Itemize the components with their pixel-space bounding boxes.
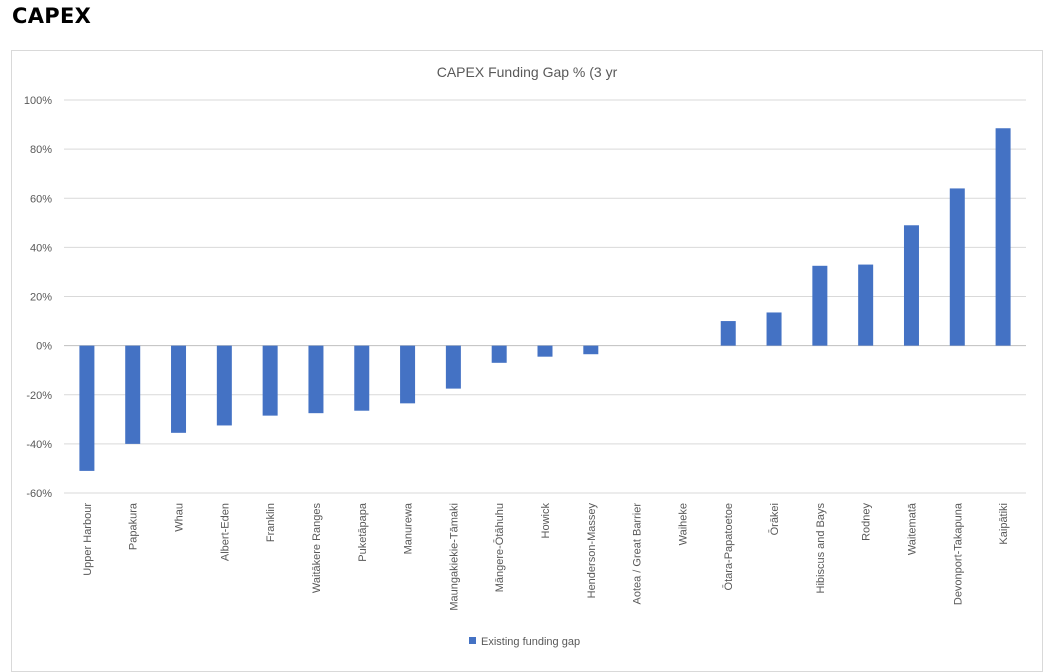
x-tick-label: Kaipātiki: [998, 503, 1010, 545]
x-tick-label: Waiheke: [677, 503, 689, 545]
bar: [216, 345, 232, 426]
x-tick-label: Māngere-Ōtāhuhu: [494, 503, 506, 592]
x-tick-label: Manurewa: [403, 502, 415, 554]
x-tick-label: Maungakiekie-Tāmaki: [448, 503, 460, 611]
y-tick-label: 40%: [30, 242, 52, 254]
x-tick-label: Ōrākei: [769, 503, 781, 535]
bar: [79, 345, 95, 471]
x-tick-label: Albert-Eden: [219, 503, 231, 561]
legend-label: Existing funding gap: [481, 636, 580, 648]
bar: [491, 345, 507, 363]
bar: [720, 321, 736, 346]
y-tick-label: -40%: [26, 439, 52, 451]
gridlines: [64, 99, 1026, 494]
bar: [812, 265, 828, 346]
x-tick-label: Franklin: [265, 503, 277, 542]
x-tick-label: Upper Harbour: [82, 503, 94, 576]
y-tick-label: -60%: [26, 488, 52, 500]
bar: [858, 264, 874, 346]
x-tick-label: Waitematā: [906, 502, 918, 555]
x-tick-label: Papakura: [128, 502, 140, 550]
x-tick-label: Waitākere Ranges: [311, 503, 323, 594]
x-tick-label: Howick: [540, 503, 552, 539]
bar: [171, 345, 187, 433]
page-title: CAPEX: [12, 4, 92, 28]
x-tick-label: Aotea / Great Barrier: [632, 503, 644, 605]
legend-swatch: [469, 637, 476, 644]
x-tick-label: Henderson-Massey: [586, 503, 598, 599]
y-tick-label: 0%: [36, 341, 52, 353]
x-tick-label: Hibiscus and Bays: [815, 503, 827, 594]
y-tick-label: 80%: [30, 144, 52, 156]
legend: Existing funding gap: [469, 636, 580, 648]
y-axis: 100% 80% 60% 40% 20% 0% -20% -40% -60%: [24, 95, 52, 500]
y-tick-label: 20%: [30, 292, 52, 304]
y-tick-label: 60%: [30, 193, 52, 205]
bar: [949, 188, 965, 346]
bar: [903, 225, 919, 346]
x-axis: Upper Harbour Papakura Whau Albert-Eden Fran…: [82, 502, 1010, 610]
x-tick-label: Puketāpapa: [357, 502, 369, 562]
bar: [400, 345, 416, 404]
bar: [262, 345, 278, 416]
bar: [995, 128, 1011, 346]
bar: [537, 345, 553, 357]
bar-chart: CAPEX Funding Gap % (3 yr 100% 80% 60% 40% 2…: [24, 64, 1026, 648]
y-tick-label: -20%: [26, 390, 52, 402]
x-tick-label: Ōtara-Papatoetoe: [723, 503, 735, 590]
bar: [766, 312, 782, 346]
bar: [354, 345, 370, 411]
bar: [445, 345, 461, 389]
chart-container: CAPEX Funding Gap % (3 yr 100% 80% 60% 40% 2…: [11, 50, 1043, 672]
bar: [583, 345, 599, 355]
chart-title: CAPEX Funding Gap % (3 yr: [437, 64, 618, 80]
x-tick-label: Devonport-Takapuna: [952, 502, 964, 605]
bars: [79, 128, 1011, 471]
bar: [308, 345, 324, 414]
x-tick-label: Rodney: [861, 503, 873, 541]
y-tick-label: 100%: [24, 95, 52, 107]
bar: [125, 345, 141, 444]
x-tick-label: Whau: [174, 503, 186, 532]
